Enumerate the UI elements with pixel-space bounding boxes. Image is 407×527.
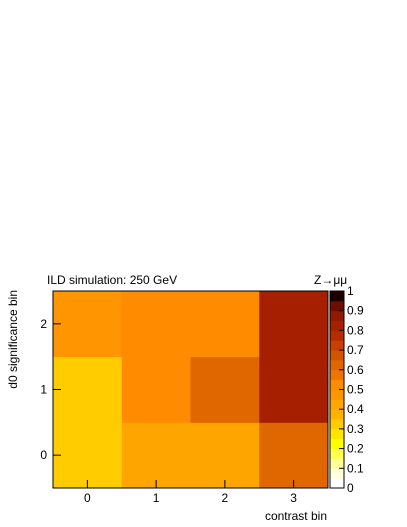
chart-title: ILD simulation: 250 GeV — [47, 273, 177, 287]
colorbar-swatch — [330, 468, 344, 479]
heatmap-cells — [53, 291, 329, 489]
colorbar-swatch — [330, 379, 344, 390]
heatmap-cell — [259, 291, 329, 358]
colorbar-tick-label: 0.9 — [347, 304, 364, 318]
x-tick-label: 2 — [222, 491, 229, 505]
heatmap-cell — [121, 291, 191, 358]
colorbar-swatch — [330, 310, 344, 321]
colorbar-tick-label: 0.5 — [347, 383, 364, 397]
x-tick-label: 1 — [153, 491, 160, 505]
colorbar-tick-label: 0.6 — [347, 363, 364, 377]
heatmap-cell — [53, 291, 123, 358]
x-axis-label: contrast bin — [265, 509, 327, 523]
heatmap-cell — [121, 356, 191, 423]
x-tick-label: 0 — [84, 491, 91, 505]
heatmap-cell — [259, 356, 329, 423]
y-axis: 0 1 2 — [40, 317, 61, 462]
process-annotation: Z→μμ — [314, 273, 347, 287]
colorbar-swatch — [330, 419, 344, 430]
colorbar-tick-label: 0.2 — [347, 442, 364, 456]
y-tick-label: 2 — [40, 317, 47, 331]
y-tick-label: 1 — [40, 383, 47, 397]
colorbar-swatch — [330, 350, 344, 361]
colorbar-swatch — [330, 359, 344, 371]
colorbar-swatch — [330, 478, 344, 489]
colorbar-swatch — [330, 389, 344, 400]
colorbar-swatch — [330, 409, 344, 420]
heatmap-cell — [53, 422, 123, 489]
colorbar-swatch — [330, 458, 344, 469]
colorbar-tick-label: 0.3 — [347, 422, 364, 436]
colorbar-tick-label: 1 — [347, 284, 354, 298]
colorbar-swatch — [330, 369, 344, 381]
colorbar-swatch — [330, 340, 344, 351]
heatmap-cell — [53, 356, 123, 423]
colorbar-tick-label: 0 — [347, 481, 354, 495]
colorbar-swatch — [330, 428, 344, 440]
colorbar-swatch — [330, 330, 344, 341]
colorbar-tick-label: 0.8 — [347, 323, 364, 337]
colorbar-tick-label: 0.7 — [347, 343, 364, 357]
colorbar-tick-label: 0.4 — [347, 402, 364, 416]
heatmap-cell — [190, 291, 260, 358]
colorbar-tick-label: 0.1 — [347, 461, 364, 475]
colorbar-swatch — [330, 438, 344, 449]
heatmap-cell — [190, 356, 260, 423]
y-axis-label: d0 significance bin — [6, 290, 20, 389]
colorbar-swatch — [330, 320, 344, 331]
y-tick-label: 0 — [40, 448, 47, 462]
x-axis: 0 1 2 3 — [84, 480, 297, 505]
colorbar-swatch — [330, 448, 344, 459]
heatmap-cell — [121, 422, 191, 489]
heatmap-cell — [259, 422, 329, 489]
x-tick-label: 3 — [290, 491, 297, 505]
heatmap-cell — [190, 422, 260, 489]
colorbar-swatch — [330, 300, 344, 312]
color-scale-bar: 0 0.1 0.2 0.3 0.4 0.5 0.6 0.7 0.8 0.9 1 — [329, 284, 364, 495]
colorbar-swatch — [330, 399, 344, 410]
colorbar-swatch — [330, 291, 344, 302]
